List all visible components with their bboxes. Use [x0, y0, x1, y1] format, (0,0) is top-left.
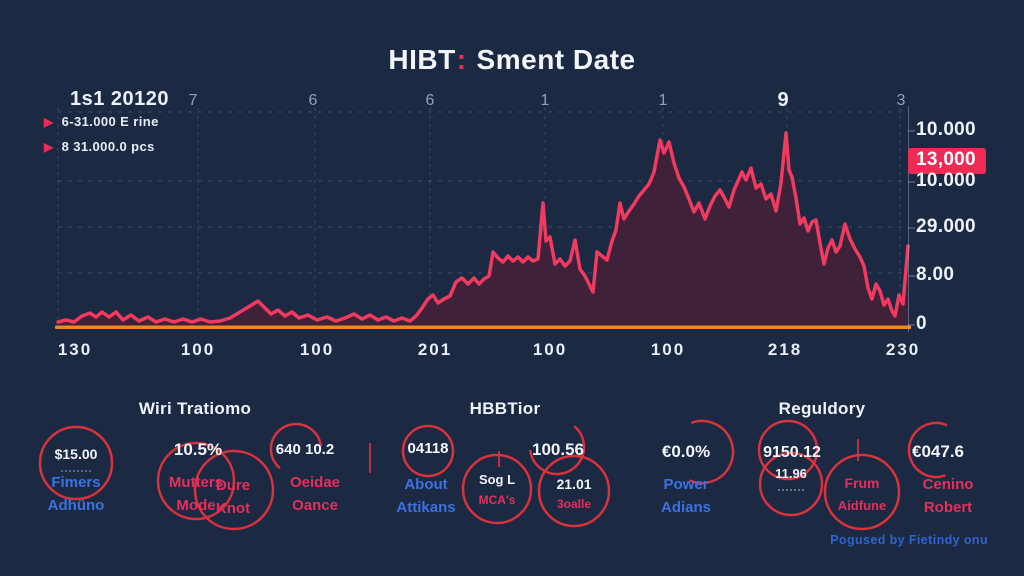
panel-header: Wiri Tratiomo — [138, 399, 252, 418]
right-axis-label: 10.000 — [916, 170, 976, 191]
bottom-axis-tick: 218 — [767, 340, 803, 359]
gauge-ring — [758, 451, 824, 517]
right-axis-label: 29.000 — [916, 216, 976, 237]
gauge-label: Robert — [923, 499, 973, 516]
gauge-label: Attikans — [396, 499, 456, 516]
bottom-axis-tick: 130 — [57, 340, 93, 359]
top-axis-tick: 3 — [896, 92, 906, 109]
gauge-label: Oeidae — [289, 474, 341, 491]
gauge-ring — [156, 441, 236, 521]
gauge-subtext-line — [61, 470, 91, 472]
gauge-label: Cenino — [922, 476, 974, 493]
gauge-inner-label: Aidfune — [837, 498, 887, 513]
bottom-axis-tick: 100 — [532, 340, 568, 359]
gauge-label: Oance — [292, 497, 338, 514]
title-text: HIBT — [388, 44, 456, 75]
gauge-label: Power — [663, 476, 709, 493]
legend-item: ▶ 8 31.000.0 pcs — [44, 139, 155, 154]
gauge-label: Knot — [215, 500, 251, 517]
title-text-2: Sment Date — [476, 44, 636, 75]
bottom-axis-tick: 201 — [417, 340, 453, 359]
date-label: 1s1 20120 — [70, 88, 170, 110]
gauge-value: 100.56 — [532, 440, 584, 459]
bottom-axis-tick: 230 — [885, 340, 921, 359]
bottom-axis-tick: 100 — [299, 340, 335, 359]
gauge-inner-label: 3oalle — [556, 497, 592, 511]
price-badge: 13,000 — [908, 148, 986, 174]
gauge-ring — [537, 454, 611, 528]
gauge-value: 04118 — [407, 440, 449, 457]
gauge-value: 9150.12 — [763, 444, 821, 461]
legend-marker-icon: ▶ — [44, 139, 54, 154]
top-axis-tick: 6 — [308, 92, 318, 109]
price-area — [58, 133, 908, 327]
title-colon: : — [456, 44, 467, 75]
gauge-inner-label: Sog L — [478, 472, 516, 487]
gauge-ring — [461, 453, 533, 525]
gauge-value: $15.00 — [54, 446, 98, 462]
gauge-inner-label: 11.96 — [775, 466, 807, 481]
gauge-label: Fimers — [51, 474, 101, 491]
page-title: HIBT: Sment Date — [0, 44, 1024, 76]
right-axis-label: 0 — [916, 313, 927, 334]
right-axis-label: 10.000 — [916, 119, 976, 140]
gauge-label: About — [404, 476, 448, 493]
gauge-ring — [193, 449, 275, 531]
gauge-label: Mode — [176, 497, 216, 514]
gauge-ring — [38, 425, 114, 501]
gauge-ring — [528, 418, 586, 476]
gauge-label: Mutters — [168, 474, 224, 491]
legend-text: 8 31.000.0 pcs — [61, 139, 155, 154]
bottom-axis-tick: 100 — [650, 340, 686, 359]
legend-marker-icon: ▶ — [44, 114, 54, 129]
footer-credit: Pogused by Fietindy onu — [830, 533, 988, 547]
top-axis-tick: 6 — [425, 92, 435, 109]
gauge-ring — [757, 419, 819, 481]
gauge-value: 10.5% — [173, 440, 223, 459]
bottom-axis-tick: 100 — [180, 340, 216, 359]
right-axis-label: 8.00 — [916, 264, 955, 285]
top-axis-tick: 9 — [777, 89, 789, 111]
gauge-inner-label: MCA's — [478, 493, 516, 507]
gauge-ring — [269, 422, 323, 476]
chart-baseline — [55, 325, 911, 329]
top-axis-tick: 1 — [540, 92, 550, 109]
gauge-ring — [907, 421, 965, 479]
panel-header: Reguldory — [778, 399, 866, 418]
gauge-inner-label: 21.01 — [556, 476, 592, 492]
gauge-ring — [823, 453, 901, 531]
price-line — [56, 131, 910, 324]
gauge-ring — [401, 424, 455, 478]
gauge-value: €0.0% — [661, 442, 711, 461]
top-axis-tick: 1 — [658, 92, 668, 109]
gauge-label: Dure — [215, 477, 251, 494]
gauge-subtext-line — [778, 489, 804, 491]
top-axis-tick: 7 — [188, 92, 198, 109]
gauge-value: €047.6 — [912, 442, 964, 461]
panel-header: HBBTior — [469, 399, 541, 418]
gauge-label: Adhüno — [47, 497, 105, 514]
gauge-inner-label: Frum — [844, 475, 880, 491]
gauge-value: 640 10.2 — [275, 441, 335, 458]
gauge-label: Adians — [660, 499, 712, 516]
gauge-ring — [669, 419, 735, 485]
legend-item: ▶ 6-31.000 E rine — [44, 114, 159, 129]
legend-text: 6-31.000 E rine — [61, 114, 159, 129]
